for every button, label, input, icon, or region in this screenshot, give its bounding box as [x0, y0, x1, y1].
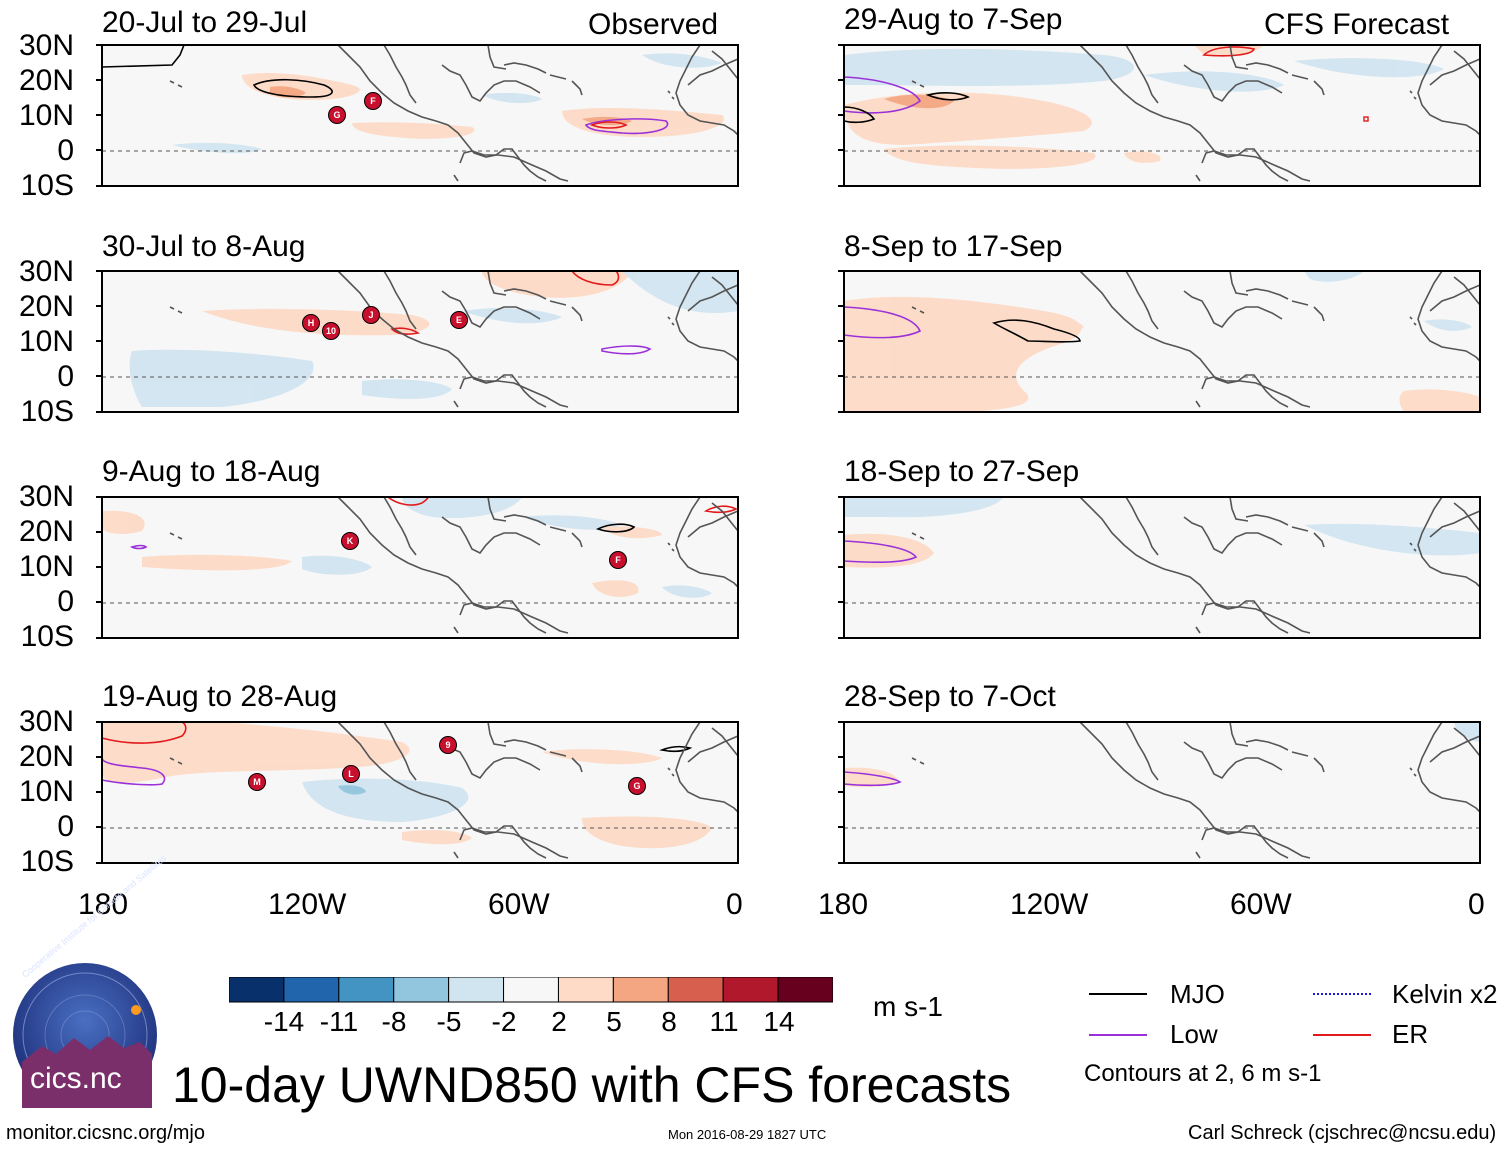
cics-logo-graphic [13, 963, 157, 1108]
panel-forecast-4 [843, 721, 1481, 864]
legend-mjo-line [1089, 993, 1147, 995]
lon-label-60w: 60W [1230, 888, 1292, 921]
panel-title-fcst-1: 29-Aug to 7-Sep [844, 3, 1063, 36]
lon-label-180: 180 [818, 888, 869, 921]
lon-label-0: 0 [1468, 888, 1485, 921]
storm-marker: J [362, 306, 380, 324]
colorbar-label: 11 [709, 1006, 739, 1037]
panel-forecast-1 [843, 44, 1481, 187]
lat-label-10s: 10S [20, 169, 74, 202]
cics-logo: Cooperative Institute for Climate and Sa… [12, 853, 168, 1108]
axis-ticks [96, 44, 844, 864]
colorbar-label: -5 [436, 1006, 462, 1037]
lat-label-10n: 10N [18, 325, 74, 358]
map-panels [96, 44, 1481, 864]
lon-label-0: 0 [726, 888, 743, 921]
colorbar-swatch [667, 977, 724, 1003]
legend-low-line [1089, 1034, 1147, 1036]
panel-observed-3 [101, 496, 739, 639]
lat-label-10s: 10S [20, 395, 74, 428]
storm-marker: H [302, 314, 320, 332]
colorbar-swatch [503, 977, 559, 1003]
panel-forecast-3 [843, 496, 1481, 639]
storm-marker: 10 [322, 322, 340, 340]
lat-label-eq: 0 [57, 585, 74, 618]
colorbar [229, 977, 833, 1003]
colorbar-swatch [722, 977, 779, 1003]
lat-label-10n: 10N [18, 550, 74, 583]
logo-wordmark: cics.nc [30, 1062, 122, 1095]
lat-label-30n: 30N [18, 29, 74, 62]
lat-label-20n: 20N [18, 64, 74, 97]
legend-kelvin-label: Kelvin x2 [1392, 979, 1498, 1009]
storm-marker: F [609, 551, 627, 569]
panel-title-fcst-3: 18-Sep to 27-Sep [844, 455, 1080, 488]
storm-marker: M [248, 773, 266, 791]
colorbar-label: 2 [551, 1006, 567, 1037]
lon-label-180: 180 [78, 888, 129, 921]
storm-marker: G [628, 777, 646, 795]
legend-kelvin-line [1313, 993, 1371, 995]
footer-url[interactable]: monitor.cicsnc.org/mjo [6, 1122, 205, 1144]
contours-note: Contours at 2, 6 m s-1 [1084, 1060, 1322, 1087]
lat-label-20n: 20N [18, 515, 74, 548]
lat-label-10s: 10S [20, 845, 74, 878]
colorbar-label: 8 [661, 1006, 677, 1037]
storm-marker: 9 [439, 736, 457, 754]
colorbar-swatch [283, 977, 340, 1003]
legend-er-line [1313, 1034, 1371, 1036]
legend-mjo-label: MJO [1170, 979, 1225, 1009]
lat-label-20n: 20N [18, 740, 74, 773]
panel-observed-2 [101, 270, 739, 413]
lat-label-30n: 30N [18, 255, 74, 288]
storm-marker: K [341, 532, 359, 550]
storm-marker: G [328, 106, 346, 124]
storm-marker: F [364, 92, 382, 110]
lat-label-10n: 10N [18, 775, 74, 808]
panel-observed-1 [101, 44, 739, 187]
legend-er-label: ER [1392, 1019, 1429, 1049]
lat-label-eq: 0 [57, 134, 74, 167]
lat-label-10s: 10S [20, 620, 74, 653]
lon-label-60w: 60W [488, 888, 550, 921]
panel-forecast-2 [843, 270, 1481, 413]
colorbar-label: -2 [491, 1006, 517, 1037]
colorbar-label: 5 [606, 1006, 622, 1037]
panel-title-fcst-4: 28-Sep to 7-Oct [844, 680, 1056, 713]
colorbar-label: 14 [763, 1006, 795, 1037]
panel-title-obs-2: 30-Jul to 8-Aug [102, 230, 306, 263]
main-title: 10-day UWND850 with CFS forecasts [172, 1057, 1012, 1113]
colorbar-swatch [448, 977, 505, 1003]
forecast-label: CFS Forecast [1264, 8, 1450, 41]
colorbar-units: m s-1 [873, 991, 943, 1022]
legend-low-label: Low [1170, 1019, 1218, 1049]
lat-label-30n: 30N [18, 705, 74, 738]
colorbar-label: -14 [263, 1006, 305, 1037]
lat-label-eq: 0 [57, 360, 74, 393]
storm-marker: L [342, 765, 360, 783]
lon-label-120w: 120W [268, 888, 347, 921]
lat-label-eq: 0 [57, 810, 74, 843]
colorbar-swatch [612, 977, 669, 1003]
panel-title-obs-1: 20-Jul to 29-Jul [102, 6, 308, 39]
lat-label-10n: 10N [18, 99, 74, 132]
colorbar-swatch [777, 977, 833, 1003]
storm-marker: E [450, 311, 468, 329]
colorbar-swatch [338, 977, 395, 1003]
panel-title-fcst-2: 8-Sep to 17-Sep [844, 230, 1063, 263]
colorbar-label: -8 [381, 1006, 407, 1037]
colorbar-label: -11 [319, 1006, 359, 1037]
panel-title-obs-3: 9-Aug to 18-Aug [102, 455, 321, 488]
observed-label: Observed [588, 8, 719, 41]
lat-label-30n: 30N [18, 480, 74, 513]
lon-label-120w: 120W [1010, 888, 1089, 921]
footer-timestamp: Mon 2016-08-29 1827 UTC [668, 1127, 827, 1142]
colorbar-swatch [557, 977, 614, 1003]
footer-author: Carl Schreck (cjschrec@ncsu.edu) [1188, 1122, 1497, 1144]
colorbar-swatch [229, 977, 285, 1003]
colorbar-swatch [393, 977, 450, 1003]
lat-label-20n: 20N [18, 290, 74, 323]
panel-title-obs-4: 19-Aug to 28-Aug [102, 680, 338, 713]
